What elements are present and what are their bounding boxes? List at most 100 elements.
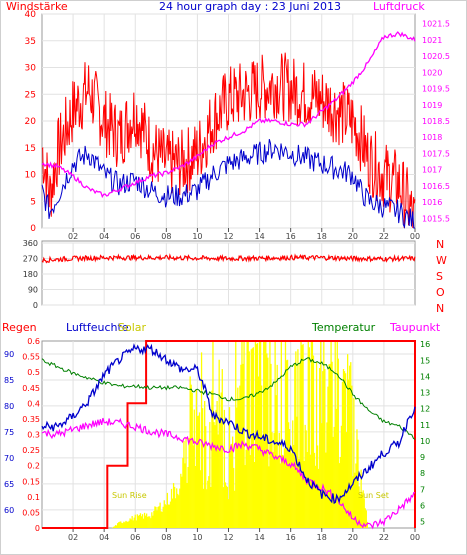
y-tick-label: 0 xyxy=(35,524,40,533)
x-tick-label: 16 xyxy=(286,232,296,241)
y-tick-label: 13 xyxy=(420,389,430,398)
humidity-line xyxy=(41,343,416,505)
y-tick-label: 40 xyxy=(25,10,37,20)
y-tick-label: 1019.5 xyxy=(422,85,450,94)
x-tick-label: 20 xyxy=(348,533,358,542)
y-tick-label: 5 xyxy=(30,197,36,207)
sunset-annotation: Sun Set xyxy=(358,491,389,500)
wind-direction-line xyxy=(41,253,416,264)
y-tick-label: 20 xyxy=(25,117,37,127)
x-tick-label: 02 xyxy=(68,232,78,241)
y-tick-label: 0.05 xyxy=(22,508,40,517)
y-tick-label: 5 xyxy=(420,518,425,527)
x-tick-label: 08 xyxy=(161,232,171,241)
y-tick-label: 85 xyxy=(4,376,14,385)
x-tick-label: 00 xyxy=(410,232,420,241)
y-tick-label: 1016.5 xyxy=(422,182,450,191)
y-tick-label: 9 xyxy=(420,453,425,462)
y-tick-label: 60 xyxy=(4,506,14,515)
x-tick-label: 12 xyxy=(223,232,233,241)
y-tick-label: 0.25 xyxy=(22,446,40,455)
y-tick-label: 70 xyxy=(4,454,14,463)
humidity-axis-ticks: 60 65 70 75 80 85 90 xyxy=(4,350,14,515)
compass-label: W xyxy=(436,254,447,267)
x-tick-label: 08 xyxy=(161,533,171,542)
compass-label: N xyxy=(436,238,444,251)
y-tick-label: 0.45 xyxy=(22,384,40,393)
chart-title: 24 hour graph day : 23 Juni 2013 xyxy=(159,0,341,13)
y-tick-label: 1018 xyxy=(422,133,442,142)
y-tick-label: 80 xyxy=(4,402,14,411)
y-tick-label: 10 xyxy=(420,437,430,446)
left-label-wind: Windstärke xyxy=(6,0,68,13)
x-tick-label: 22 xyxy=(379,232,389,241)
y-tick-label: 16 xyxy=(420,340,430,349)
y-tick-label: 0 xyxy=(33,301,38,310)
y-tick-label: 0.55 xyxy=(22,353,40,362)
y-tick-label: 1020 xyxy=(422,68,442,77)
x-tick-label: 18 xyxy=(317,232,327,241)
climate-x-ticks: 02 04 06 08 10 12 14 16 18 20 22 00 xyxy=(68,528,420,542)
compass-label: O xyxy=(436,286,445,299)
right-label-pressure: Luftdruck xyxy=(373,0,425,13)
y-tick-label: 10 xyxy=(25,171,37,181)
climate-series xyxy=(41,340,416,530)
y-tick-label: 0.15 xyxy=(22,477,40,486)
y-tick-label: 15 xyxy=(420,356,430,365)
wind-gust-line xyxy=(41,52,416,229)
rain-line xyxy=(42,340,416,529)
x-tick-label: 10 xyxy=(192,533,202,542)
wind-series xyxy=(41,31,416,229)
y-tick-label: 65 xyxy=(4,480,14,489)
x-tick-label: 20 xyxy=(348,232,358,241)
x-tick-label: 00 xyxy=(410,533,420,542)
y-tick-label: 0.5 xyxy=(27,368,40,377)
y-tick-label: 1018.5 xyxy=(422,117,450,126)
humidity-label: Luftfeuchte xyxy=(66,321,129,334)
direction-series xyxy=(41,253,416,264)
compass-label: N xyxy=(436,302,444,315)
y-tick-label: 1017.5 xyxy=(422,149,450,158)
y-tick-label: 1015.5 xyxy=(422,214,450,223)
temperature-line xyxy=(41,357,416,440)
y-tick-label: 1021.5 xyxy=(422,20,450,29)
x-tick-label: 18 xyxy=(317,533,327,542)
y-tick-label: 25 xyxy=(25,90,36,100)
dewpoint-line xyxy=(41,417,416,530)
temperature-label: Temperatur xyxy=(311,321,376,334)
y-tick-label: 1019 xyxy=(422,101,442,110)
rain-axis-ticks: 0 0.05 0.1 0.15 0.2 0.25 0.3 0.35 0.4 0.45 0.5 0.55… xyxy=(22,337,40,533)
x-tick-label: 06 xyxy=(130,533,140,542)
solar-series xyxy=(111,341,368,528)
x-tick-label: 02 xyxy=(68,533,78,542)
wind-axis-ticks: 0 5 10 15 20 25 30 35 40 xyxy=(25,10,37,234)
y-tick-label: 360 xyxy=(23,239,38,248)
y-tick-label: 0.4 xyxy=(27,399,40,408)
y-tick-label: 7 xyxy=(420,485,425,494)
sunrise-annotation: Sun Rise xyxy=(112,491,147,500)
y-tick-label: 15 xyxy=(25,144,36,154)
x-tick-label: 22 xyxy=(379,533,389,542)
y-tick-label: 1017 xyxy=(422,166,442,175)
pressure-line xyxy=(41,31,416,199)
rain-label: Regen xyxy=(2,321,37,334)
x-tick-label: 12 xyxy=(223,533,233,542)
y-tick-label: 75 xyxy=(4,428,14,437)
y-tick-label: 270 xyxy=(23,255,38,264)
y-tick-label: 8 xyxy=(420,469,425,478)
y-tick-label: 35 xyxy=(25,37,36,47)
y-tick-label: 1016 xyxy=(422,198,442,207)
x-tick-label: 10 xyxy=(192,232,202,241)
wind-average-line xyxy=(41,139,415,229)
y-tick-label: 0.6 xyxy=(27,337,40,346)
y-tick-label: 0.1 xyxy=(27,493,40,502)
x-tick-label: 16 xyxy=(286,533,296,542)
y-tick-label: 0.3 xyxy=(27,431,40,440)
y-tick-label: 90 xyxy=(4,350,14,359)
wind-x-ticks: 02 04 06 08 10 12 14 16 18 20 22 00 xyxy=(68,228,420,241)
x-tick-label: 14 xyxy=(254,232,264,241)
y-tick-label: 6 xyxy=(420,501,425,510)
y-tick-label: 14 xyxy=(420,372,430,381)
x-tick-label: 14 xyxy=(254,533,264,542)
y-tick-label: 0.2 xyxy=(27,462,40,471)
